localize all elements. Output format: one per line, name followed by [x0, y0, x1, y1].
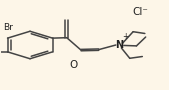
Text: O: O: [69, 60, 78, 70]
Text: Cl⁻: Cl⁻: [133, 7, 149, 17]
Text: N: N: [115, 40, 123, 50]
Text: Br: Br: [4, 23, 13, 32]
Text: +: +: [122, 32, 128, 41]
